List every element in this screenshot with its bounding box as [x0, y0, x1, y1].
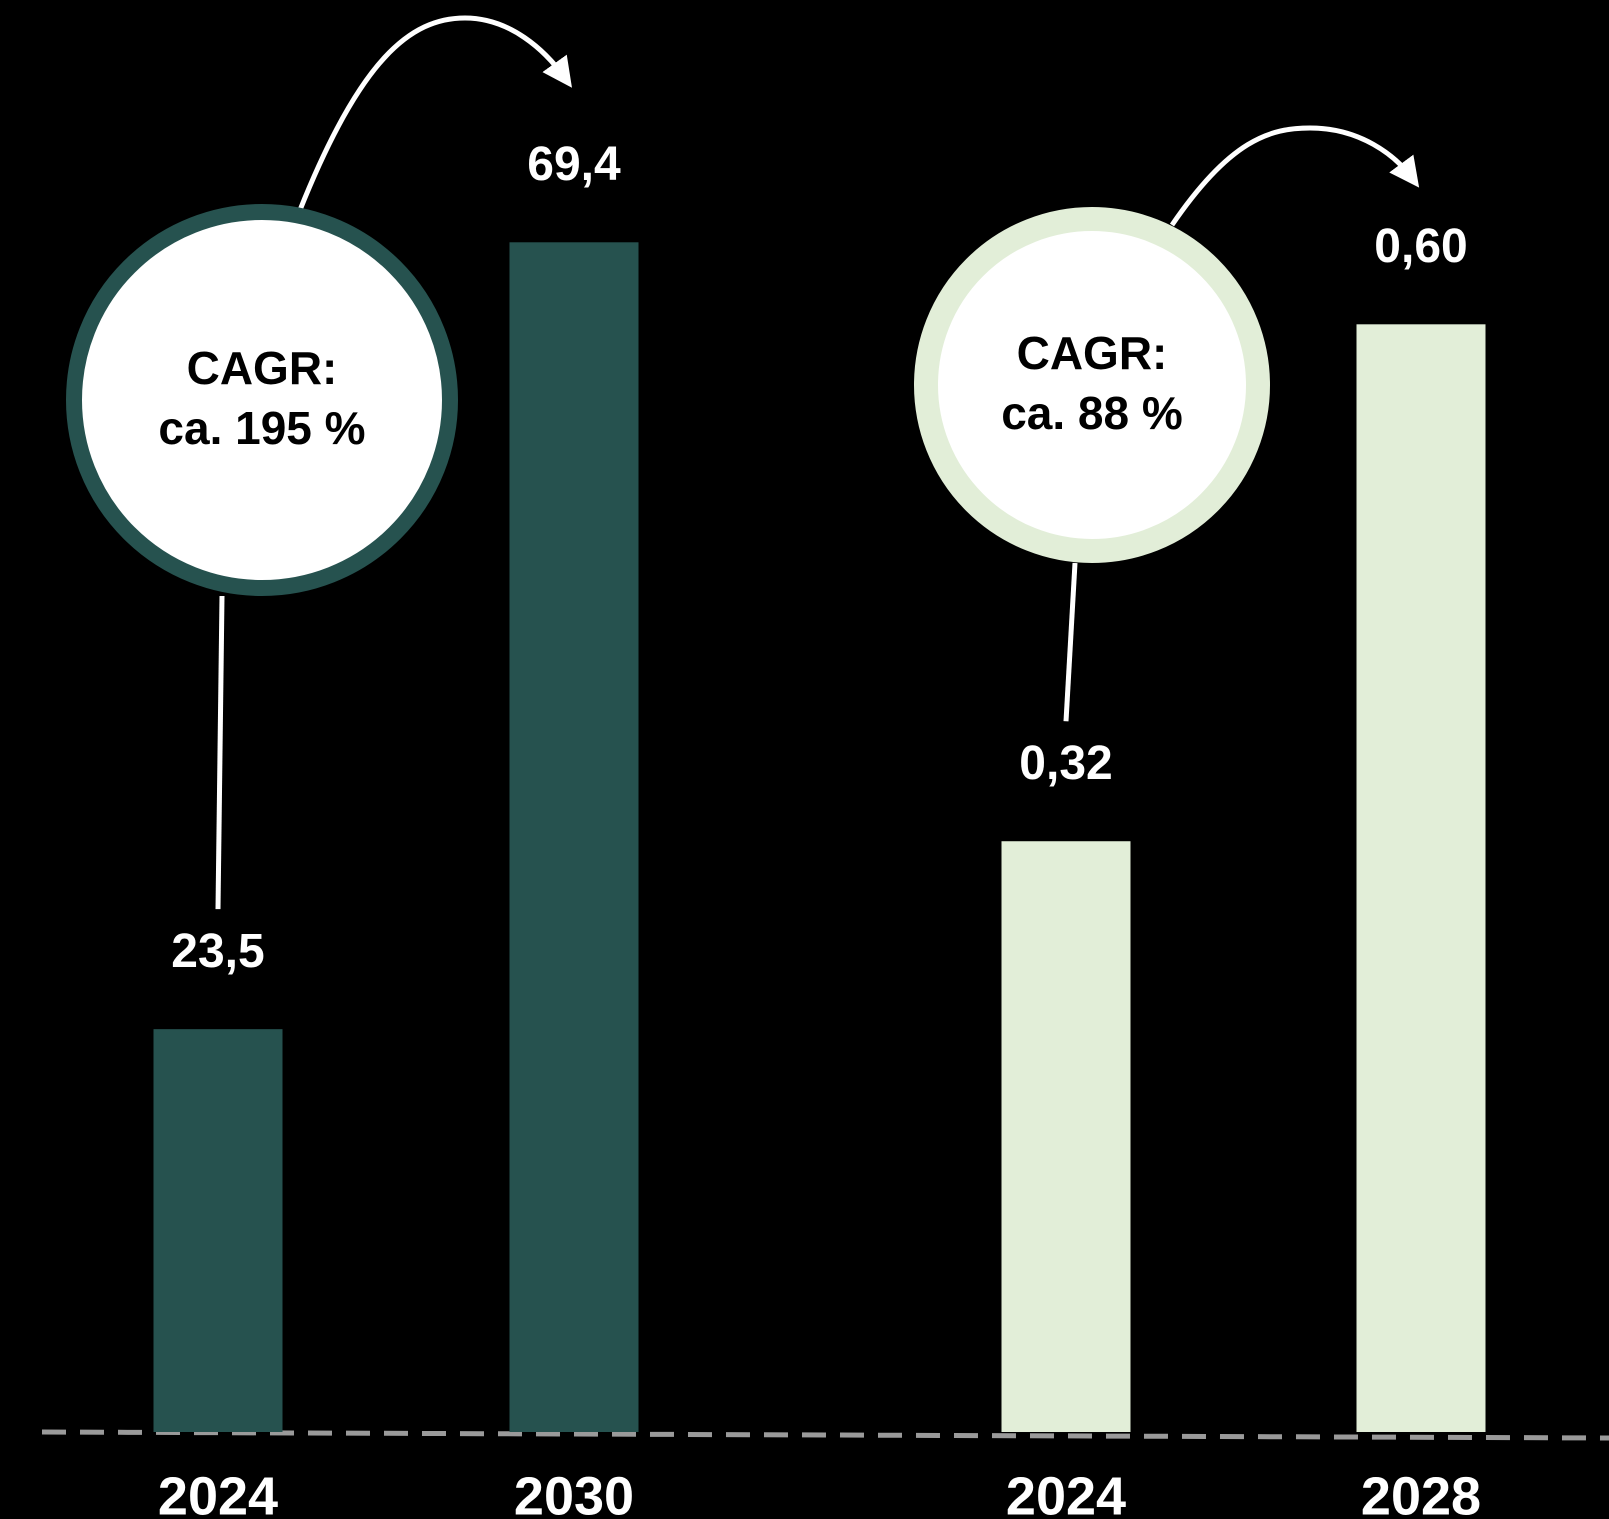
annotation: CAGR: — [1017, 327, 1168, 379]
x-tick-label: 2030 — [514, 1466, 634, 1519]
x-tick-label: 2028 — [1361, 1466, 1481, 1519]
annotation: ca. 88 % — [1001, 387, 1183, 439]
connector-line — [1063, 562, 1078, 722]
baseline — [41, 1429, 1609, 1441]
value-label: 23,5 — [171, 925, 264, 978]
annotation: ca. 195 % — [158, 402, 365, 454]
bar — [1001, 841, 1131, 1432]
x-tick-label: 2024 — [1006, 1466, 1126, 1519]
value-label: 0,60 — [1374, 220, 1467, 273]
value-label: 69,4 — [527, 138, 621, 191]
bar — [153, 1029, 283, 1432]
cagr-bubble — [66, 204, 458, 596]
annotation: CAGR: — [187, 342, 338, 394]
arrow — [1169, 125, 1420, 227]
cagr-bubble — [914, 207, 1270, 563]
bar — [509, 242, 639, 1432]
arrow — [297, 15, 572, 211]
bar — [1356, 324, 1486, 1433]
connector-line — [215, 595, 225, 910]
x-tick-label: 2024 — [158, 1466, 278, 1519]
value-label: 0,32 — [1019, 737, 1112, 790]
